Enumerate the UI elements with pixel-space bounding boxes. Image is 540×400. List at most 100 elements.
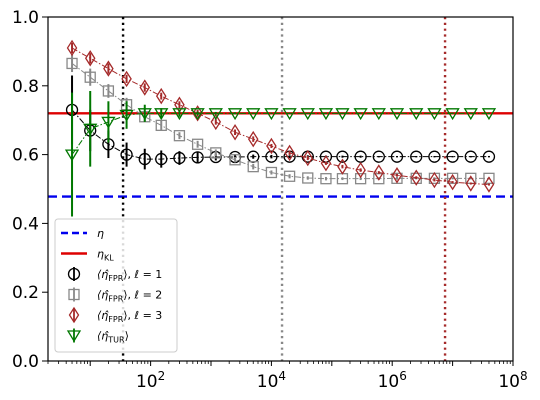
y-tick-label: 0.2	[12, 283, 39, 303]
series-3-point	[337, 158, 348, 175]
series-2-point	[265, 166, 278, 179]
series-4-point	[154, 108, 169, 121]
x-tick-label: 102	[136, 369, 165, 392]
series-3-point	[247, 130, 259, 148]
legend-item-tur: ⟨η̂TUR⟩	[66, 328, 129, 345]
series-2-point	[354, 173, 367, 185]
plot-frame	[47, 16, 514, 362]
series-1-point	[138, 152, 151, 166]
series-1-point	[173, 151, 186, 165]
series-2-point	[191, 138, 204, 150]
series-4-point	[227, 108, 243, 121]
series-3-point	[210, 113, 222, 131]
series-1-point	[265, 150, 278, 163]
legend-label: ⟨η̂FPR⟩, ℓ = 1	[97, 268, 162, 283]
legend-marker	[68, 306, 80, 324]
series-1-point	[191, 151, 204, 164]
series-4	[64, 90, 497, 217]
series-4-point	[409, 108, 424, 121]
series-4-point	[64, 149, 80, 162]
series-2-point	[320, 173, 332, 185]
series-4-point	[83, 123, 98, 136]
series-3-point	[410, 169, 422, 186]
series-3-point	[66, 39, 78, 57]
series-3-point	[155, 87, 167, 105]
series-2-point	[483, 172, 495, 184]
series-2-point	[66, 57, 78, 70]
series-4-point	[208, 108, 223, 121]
series-1-point	[372, 150, 385, 163]
series-2-point	[102, 85, 115, 97]
series-3-point	[320, 154, 332, 172]
series-4-point	[119, 109, 134, 122]
series-3-point	[192, 105, 203, 122]
series-3-point	[465, 175, 477, 192]
legend-label: ⟨η̂FPR⟩, ℓ = 2	[97, 289, 162, 304]
series-2-point	[173, 130, 186, 142]
legend-item-eta: η	[61, 227, 104, 240]
series-1-point	[428, 150, 441, 163]
series-2-point	[247, 160, 259, 173]
series-3-point	[355, 161, 366, 179]
series-3-point	[483, 176, 495, 193]
series-3-line	[71, 47, 489, 186]
series-1-point	[482, 150, 496, 163]
series-3-point	[266, 137, 277, 155]
series-2-point	[446, 172, 459, 184]
series-2-point	[84, 71, 96, 83]
series-1-point	[155, 152, 168, 166]
legend-marker	[66, 330, 82, 343]
series-1-point	[446, 150, 459, 163]
series-3-point	[373, 164, 385, 181]
series-3-point	[391, 167, 403, 184]
series-2-point	[155, 119, 167, 132]
series-3-point	[139, 79, 151, 96]
legend-item-eta_kl: ηKL	[61, 248, 114, 263]
legend-label: ⟨η̂FPR⟩, ℓ = 3	[97, 309, 162, 324]
series-4-point	[264, 108, 279, 121]
data-series	[64, 39, 497, 217]
y-tick-label: 0.0	[12, 352, 39, 372]
series-4-point	[445, 108, 460, 121]
x-tick-label: 106	[378, 369, 407, 392]
x-tick-label: 108	[498, 369, 527, 392]
series-4-point	[300, 108, 315, 121]
series-3-point	[302, 149, 314, 167]
series-4-point	[481, 108, 497, 121]
legend-marker	[68, 288, 80, 301]
series-2-point	[302, 172, 314, 184]
series-4-point	[282, 108, 297, 121]
y-tick-label: 1.0	[12, 8, 39, 28]
legend: η ηKL ⟨η̂FPR⟩, ℓ = 1 ⟨η̂FPR⟩, ℓ = 2 ⟨η̂FPR⟩,…	[54, 218, 178, 353]
legend-item-fpr2: ⟨η̂FPR⟩, ℓ = 2	[68, 287, 162, 304]
series-1-point	[336, 150, 349, 163]
series-2-point	[210, 147, 222, 159]
series-4-point	[371, 108, 386, 121]
legend-label: ηKL	[97, 248, 114, 263]
series-3-point	[229, 124, 241, 141]
legend-label: η	[97, 227, 104, 240]
series-4-point	[427, 108, 442, 121]
axes: 0.0 0.2 0.4 0.6 0.8 1.0 102 104 106 108	[12, 8, 528, 392]
series-3-point	[84, 50, 96, 67]
series-1-point	[464, 150, 477, 163]
y-tick-label: 0.8	[12, 77, 39, 97]
series-4-point	[389, 108, 405, 121]
series-3-point	[284, 144, 295, 162]
series-3-point	[429, 171, 440, 189]
series-3-point	[447, 173, 458, 191]
series-2	[66, 54, 495, 185]
legend-item-fpr1: ⟨η̂FPR⟩, ℓ = 1	[67, 267, 162, 283]
series-4-point	[101, 116, 116, 129]
y-tick-label: 0.4	[12, 214, 39, 234]
series-4-point	[318, 108, 334, 121]
series-4-point	[463, 108, 478, 121]
legend-item-fpr3: ⟨η̂FPR⟩, ℓ = 3	[68, 306, 162, 324]
series-2-line	[71, 63, 489, 180]
series-1-point	[390, 150, 404, 163]
series-4-point	[246, 108, 261, 121]
series-1-point	[120, 148, 133, 161]
series-4-point	[335, 108, 350, 121]
legend-label: ⟨η̂TUR⟩	[97, 330, 129, 345]
